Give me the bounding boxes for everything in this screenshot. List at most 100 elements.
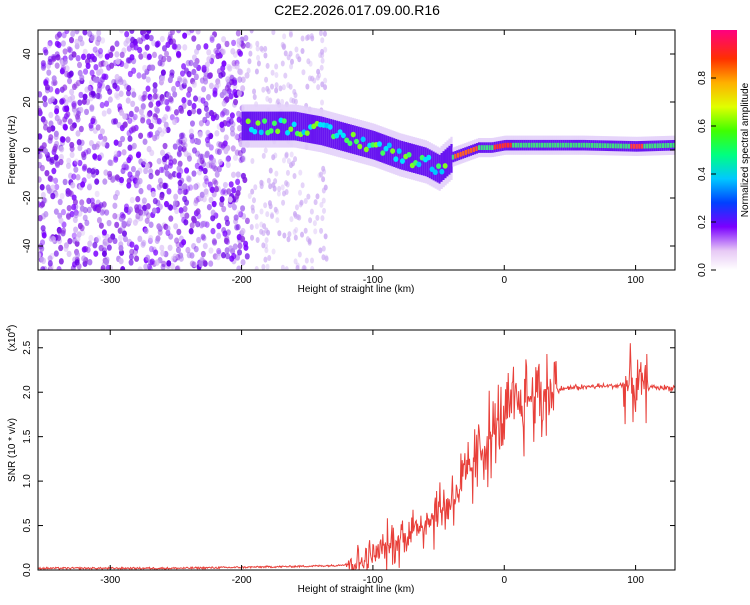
spectrogram-faint-cell [289,151,294,158]
spectrogram-noise-cell [220,48,226,56]
spectrogram-band-core [414,144,418,174]
spectrogram-noise-cell [148,131,154,138]
spectrogram-noise-cell [241,155,247,163]
spectrogram-faint-cell [322,30,327,37]
spectrogram-noise-cell [125,37,131,44]
spectrogram-band-core [497,141,500,152]
spectrogram-noise-cell [62,124,68,131]
spectrogram-noise-cell [77,144,83,152]
spectrogram-faint-cell [289,97,294,104]
spectrogram-noise-cell [204,119,210,127]
spectrogram-noise-cell [40,239,46,246]
spectrogram-ridge-cell [525,142,528,148]
spectrogram-ridge-cell [483,145,486,150]
spectrogram-noise-cell [92,241,98,249]
spectrogram-noise-cell [223,237,229,245]
spectrogram-faint-cell [250,234,255,241]
spectrogram-noise-cell [86,206,92,214]
spectrogram-noise-cell [64,70,70,78]
spectrogram-noise-cell [144,217,150,224]
spectrogram-noise-cell [98,222,104,229]
spectrogram-ridge-cell [285,129,291,136]
spectrogram-noise-cell [183,67,189,74]
spectrogram-noise-cell [58,119,64,126]
spectrogram-noise-cell [98,68,104,75]
spectrogram-noise-cell [78,106,84,114]
spectrogram-noise-cell [152,93,158,100]
spectrogram-faint-cell [308,60,313,67]
spectrogram-band-core [257,111,260,141]
spectrogram-noise-cell [58,158,64,166]
spectrogram-noise-cell [103,169,109,176]
spectrogram-noise-cell [159,130,165,137]
spectrogram-faint-cell [253,184,258,191]
spectrogram-noise-cell [229,112,235,119]
spectrogram-ridge-cell [538,142,541,148]
spectrogram-noise-cell [240,42,246,49]
spectrogram-noise-cell [58,153,64,161]
spectrogram-noise-cell [240,227,246,235]
spectrogram-noise-cell [201,85,207,93]
spectrogram-noise-cell [89,79,95,86]
spectrogram-faint-cell [324,254,329,261]
spectrogram-ridge-cell [567,142,570,148]
spectrogram-noise-cell [134,106,140,113]
spectrogram-faint-cell [319,201,324,208]
spectrogram-noise-cell [81,151,87,158]
spectrogram-faint-cell [320,99,325,106]
spectrogram-band-core [521,139,524,151]
spectrogram-noise-cell [206,49,212,56]
spectrogram-faint-cell [265,263,270,270]
spectrogram-noise-cell [53,208,59,215]
spectrogram-noise-cell [143,167,149,175]
spectrogram-noise-cell [233,98,239,106]
spectrogram-noise-cell [123,62,129,69]
spectrogram-noise-cell [159,35,165,43]
spectrogram-noise-cell [160,69,166,76]
spectrogram-faint-cell [267,200,272,207]
spectrogram-noise-cell [63,113,69,120]
spectrogram-band-core [306,113,309,143]
spectrogram-noise-cell [231,39,237,47]
spectrogram-noise-cell [77,210,83,217]
spectrogram-band-core [448,145,451,175]
spectrogram-band-core [312,114,315,144]
spectrogram-faint-cell [298,169,303,176]
spectrogram-band-core [418,145,422,175]
spectrogram-noise-cell [103,73,109,81]
spectrogram-noise-cell [86,167,92,174]
spectrogram-noise-cell [90,202,96,209]
spectrogram-noise-cell [38,91,43,98]
spectrogram-faint-cell [298,189,303,196]
spectrogram-noise-cell [91,143,97,151]
spectrogram-noise-cell [114,85,120,92]
spectrogram-noise-cell [127,117,133,124]
spectrogram-band-core [440,153,443,182]
spectrogram-faint-cell [250,188,255,195]
spectrogram-band-core [243,111,246,141]
spectrogram-noise-cell [46,187,52,194]
spectrogram-noise-cell [232,79,238,86]
spectrogram-noise-cell [227,196,233,203]
spectrogram-noise-cell [219,196,225,203]
spectrogram-band-core [671,140,674,151]
spectrogram-band-core [544,139,548,151]
spectrogram-noise-cell [42,197,48,204]
spectrogram-faint-cell [293,156,298,163]
spectrogram-noise-cell [93,250,99,257]
spectrogram-noise-cell [168,215,174,222]
spectrogram-faint-cell [266,229,271,236]
spectrogram-band-core [290,111,294,141]
spectrogram-ridge-cell [496,144,499,150]
spectrogram-noise-cell [75,251,81,259]
spectrogram-ridge-cell [562,142,565,148]
spectrogram-noise-cell [161,260,167,268]
spectrogram-noise-cell [174,265,180,270]
spectrogram-noise-cell [158,166,164,174]
spectrogram-faint-cell [270,213,275,220]
spectrogram-ridge-cell [436,163,442,169]
spectrogram-ridge-cell [442,163,448,169]
spectrogram-noise-cell [172,118,178,126]
spectrogram-faint-cell [292,229,297,236]
